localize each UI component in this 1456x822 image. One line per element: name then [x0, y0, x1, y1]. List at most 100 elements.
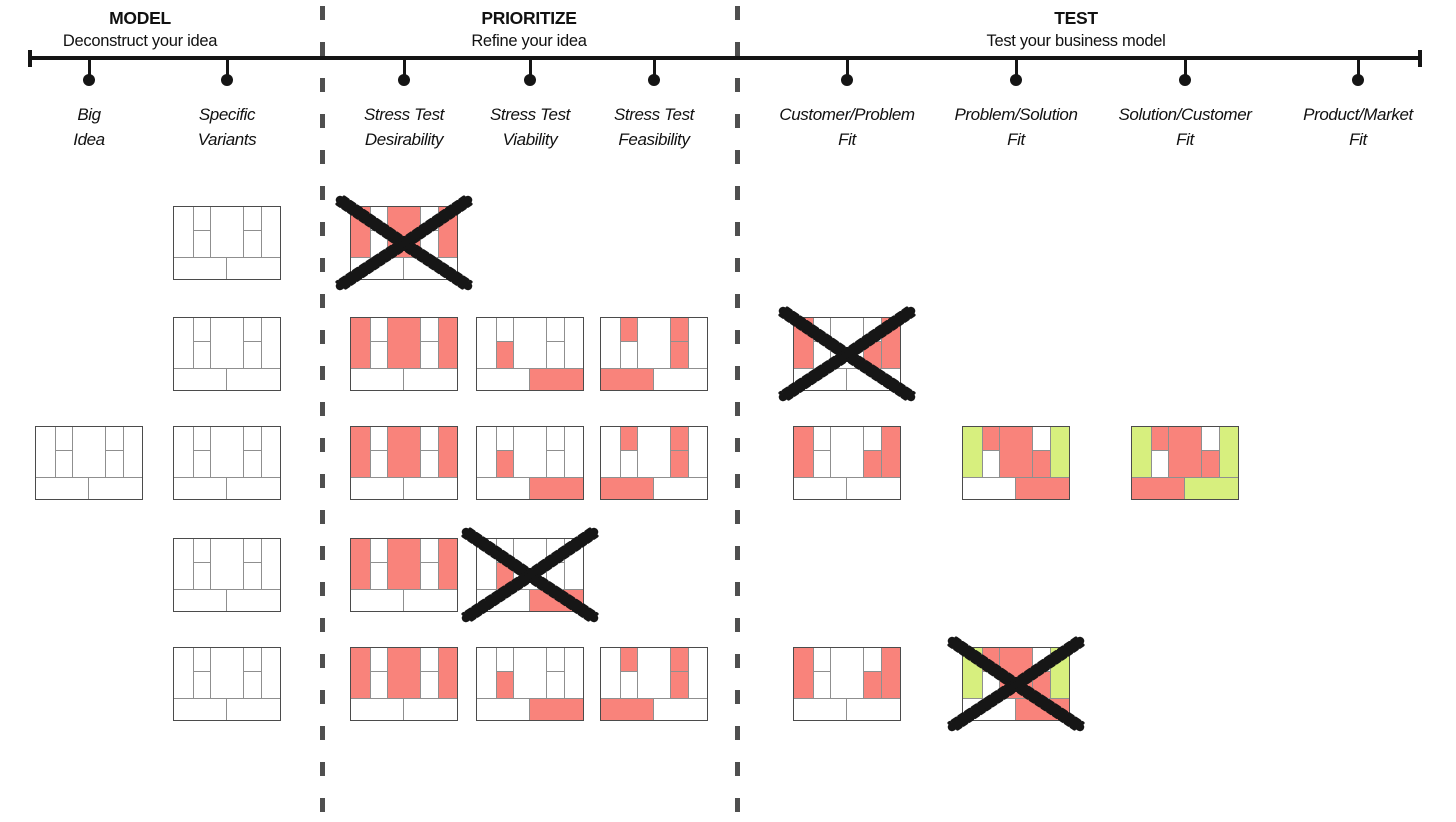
- cell-customer-relationships: [546, 427, 565, 451]
- cell-customer-relationships: [105, 427, 124, 451]
- milestone-stem: [1183, 58, 1187, 76]
- cell-customer-segments: [1220, 427, 1239, 477]
- cell-key-resources: [193, 672, 211, 698]
- canvas-bottom-area: [351, 477, 457, 499]
- cell-key-resources: [370, 672, 388, 698]
- cell-value-proposition: [514, 427, 547, 477]
- canvas-bottom-area: [351, 257, 457, 279]
- cell-value-proposition: [388, 539, 421, 589]
- column-label-stress-test-viability: Stress Test Viability: [435, 102, 625, 152]
- canvas-column-4: [863, 648, 883, 698]
- cell-key-resources: [620, 451, 638, 477]
- cell-revenue-streams: [1016, 478, 1069, 499]
- cell-value-proposition: [388, 427, 421, 477]
- canvas-column-4: [420, 648, 440, 698]
- milestone-stem: [652, 58, 656, 76]
- cell-customer-segments: [689, 427, 708, 477]
- cell-value-proposition: [211, 539, 244, 589]
- canvas-column-4: [670, 648, 690, 698]
- cell-revenue-streams: [227, 258, 280, 279]
- cell-cost-structure: [477, 699, 530, 720]
- canvas-customer-problem-fit-row2: [793, 317, 901, 391]
- cell-key-resources: [813, 451, 831, 477]
- cell-channels: [420, 231, 439, 257]
- cell-channels: [863, 672, 882, 698]
- column-label-line1: Stress Test: [363, 105, 444, 124]
- canvas-column-4: [420, 539, 440, 589]
- canvas-bottom-area: [351, 589, 457, 611]
- cell-customer-relationships: [670, 648, 689, 672]
- cell-channels: [546, 672, 565, 698]
- milestone-stem: [845, 58, 849, 76]
- milestone-dot: [841, 74, 853, 86]
- cell-customer-relationships: [670, 318, 689, 342]
- canvas-column-2: [620, 427, 639, 477]
- cell-cost-structure: [174, 699, 227, 720]
- cell-revenue-streams: [89, 478, 142, 499]
- milestone-dot: [83, 74, 95, 86]
- cell-value-proposition: [638, 427, 671, 477]
- canvas-top-area: [351, 318, 458, 368]
- cell-revenue-streams: [530, 478, 583, 499]
- cell-cost-structure: [963, 699, 1016, 720]
- canvas-column-2: [193, 648, 212, 698]
- cell-key-activities: [982, 427, 1000, 451]
- cell-key-activities: [370, 539, 388, 563]
- cell-key-activities: [620, 427, 638, 451]
- cell-key-resources: [813, 672, 831, 698]
- canvas-column-2: [496, 539, 515, 589]
- cell-cost-structure: [601, 699, 654, 720]
- canvas-column-4: [243, 427, 263, 477]
- canvas-top-area: [351, 648, 458, 698]
- cell-revenue-streams: [227, 590, 280, 611]
- cell-key-partners: [794, 318, 814, 368]
- cell-key-activities: [496, 318, 514, 342]
- column-label-line2: Feasibility: [618, 130, 690, 149]
- column-label-line2: Idea: [73, 130, 105, 149]
- cell-customer-relationships: [1201, 427, 1220, 451]
- cell-customer-relationships: [243, 648, 262, 672]
- milestone-dot: [648, 74, 660, 86]
- canvas-bottom-area: [601, 698, 707, 720]
- column-label-line1: Stress Test: [489, 105, 570, 124]
- cell-customer-segments: [262, 427, 281, 477]
- canvas-stress-test-feasibility-row5: [600, 647, 708, 721]
- canvas-stress-test-viability-row3: [476, 426, 584, 500]
- canvas-bottom-area: [963, 477, 1069, 499]
- cell-cost-structure: [174, 369, 227, 390]
- timeline-start-tick: [28, 50, 32, 67]
- cell-key-activities: [1151, 427, 1169, 451]
- canvas-problem-solution-fit-row3: [962, 426, 1070, 500]
- cell-customer-segments: [262, 539, 281, 589]
- canvas-stress-test-feasibility-row3: [600, 426, 708, 500]
- cell-key-partners: [351, 648, 371, 698]
- milestone-stem: [1014, 58, 1018, 76]
- cell-customer-segments: [689, 648, 708, 698]
- canvas-top-area: [174, 648, 281, 698]
- canvas-top-area: [174, 427, 281, 477]
- cell-cost-structure: [477, 590, 530, 611]
- milestone-dot: [524, 74, 536, 86]
- cell-key-partners: [174, 318, 194, 368]
- column-label-line1: Product/Market: [1303, 105, 1413, 124]
- cell-customer-segments: [262, 648, 281, 698]
- cell-key-resources: [370, 563, 388, 589]
- canvas-bottom-area: [794, 698, 900, 720]
- cell-channels: [670, 451, 689, 477]
- cell-value-proposition: [211, 648, 244, 698]
- canvas-bottom-area: [601, 477, 707, 499]
- canvas-top-area: [174, 207, 281, 257]
- cell-revenue-streams: [404, 478, 457, 499]
- canvas-column-2: [982, 648, 1001, 698]
- cell-cost-structure: [601, 369, 654, 390]
- cell-revenue-streams: [227, 478, 280, 499]
- cell-key-resources: [620, 672, 638, 698]
- cell-cost-structure: [601, 478, 654, 499]
- cell-revenue-streams: [530, 590, 583, 611]
- canvas-specific-variants-row3: [173, 426, 281, 500]
- canvas-specific-variants-row1: [173, 206, 281, 280]
- cell-revenue-streams: [404, 369, 457, 390]
- cell-key-activities: [193, 318, 211, 342]
- canvas-top-area: [794, 648, 901, 698]
- cell-value-proposition: [831, 318, 864, 368]
